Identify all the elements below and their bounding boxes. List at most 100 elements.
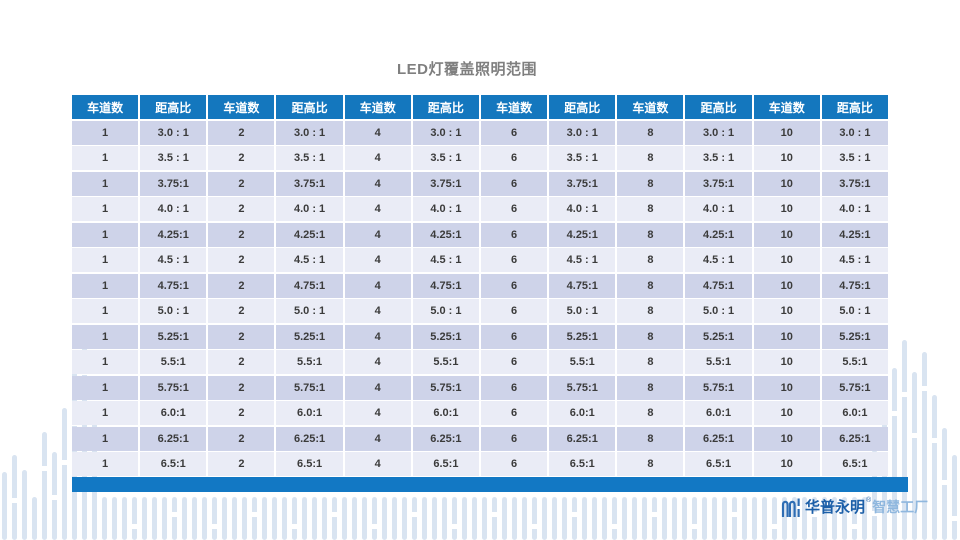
cell-lane-count: 1	[72, 401, 139, 425]
cell-lane-count: 8	[617, 299, 684, 323]
cell-lane-count: 6	[480, 426, 548, 451]
cell-lane-count: 8	[617, 120, 684, 145]
cell-lane-count: 2	[208, 452, 275, 476]
cell-lane-count: 1	[72, 299, 139, 323]
cell-ratio: 6.5:1	[549, 452, 616, 476]
cell-ratio: 6.25:1	[276, 426, 343, 451]
cell-ratio: 5.5:1	[821, 350, 888, 374]
cell-lane-count: 1	[72, 197, 139, 221]
cell-lane-count: 4	[344, 452, 411, 476]
cell-ratio: 3.0 : 1	[276, 120, 343, 145]
cell-ratio: 3.0 : 1	[685, 120, 752, 145]
cell-lane-count: 6	[480, 452, 548, 476]
cell-lane-count: 10	[753, 426, 820, 451]
cell-ratio: 5.25:1	[140, 324, 207, 349]
cell-lane-count: 6	[480, 197, 548, 221]
cell-lane-count: 4	[344, 146, 411, 170]
cell-ratio: 3.5 : 1	[685, 146, 752, 170]
cell-ratio: 6.0:1	[685, 401, 752, 425]
cell-lane-count: 8	[617, 273, 684, 298]
cell-ratio: 6.0:1	[276, 401, 343, 425]
cell-ratio: 6.25:1	[821, 426, 888, 451]
cell-ratio: 5.0 : 1	[412, 299, 479, 323]
cell-ratio: 5.5:1	[549, 350, 616, 374]
cell-ratio: 6.5:1	[276, 452, 343, 476]
header-cell-ratio: 距高比	[412, 95, 479, 119]
cell-lane-count: 2	[208, 324, 275, 349]
header-cell-lane-count: 车道数	[480, 95, 548, 119]
cell-lane-count: 10	[753, 401, 820, 425]
cell-ratio: 4.5 : 1	[276, 248, 343, 272]
table-footer-bar	[72, 477, 908, 492]
cell-ratio: 5.75:1	[685, 375, 752, 400]
cell-lane-count: 1	[72, 375, 139, 400]
cell-lane-count: 6	[480, 120, 548, 145]
cell-lane-count: 10	[753, 350, 820, 374]
brand-logo: 华普永明 ® 智慧工厂	[781, 496, 928, 518]
cell-lane-count: 4	[344, 222, 411, 247]
cell-lane-count: 8	[617, 401, 684, 425]
cell-ratio: 3.0 : 1	[549, 120, 616, 145]
cell-ratio: 5.5:1	[276, 350, 343, 374]
cell-ratio: 3.5 : 1	[140, 146, 207, 170]
cell-lane-count: 8	[617, 426, 684, 451]
cell-ratio: 5.0 : 1	[140, 299, 207, 323]
cell-ratio: 4.5 : 1	[821, 248, 888, 272]
cell-ratio: 6.5:1	[685, 452, 752, 476]
cell-lane-count: 2	[208, 401, 275, 425]
cell-lane-count: 6	[480, 401, 548, 425]
cell-lane-count: 1	[72, 222, 139, 247]
header-cell-lane-count: 车道数	[617, 95, 684, 119]
cell-ratio: 4.25:1	[685, 222, 752, 247]
cell-lane-count: 4	[344, 324, 411, 349]
cell-ratio: 6.5:1	[140, 452, 207, 476]
cell-lane-count: 8	[617, 248, 684, 272]
cell-lane-count: 4	[344, 273, 411, 298]
cell-lane-count: 10	[753, 273, 820, 298]
cell-ratio: 3.5 : 1	[821, 146, 888, 170]
cell-ratio: 4.25:1	[140, 222, 207, 247]
cell-lane-count: 1	[72, 120, 139, 145]
cell-ratio: 4.25:1	[821, 222, 888, 247]
cell-ratio: 5.75:1	[549, 375, 616, 400]
cell-lane-count: 1	[72, 324, 139, 349]
cell-ratio: 6.5:1	[821, 452, 888, 476]
cell-ratio: 4.0 : 1	[412, 197, 479, 221]
cell-ratio: 4.25:1	[549, 222, 616, 247]
brand-suffix: 智慧工厂	[872, 499, 929, 515]
cell-ratio: 4.0 : 1	[685, 197, 752, 221]
cell-lane-count: 10	[753, 248, 820, 272]
cell-ratio: 5.75:1	[412, 375, 479, 400]
cell-ratio: 4.5 : 1	[549, 248, 616, 272]
cell-ratio: 5.0 : 1	[276, 299, 343, 323]
cell-lane-count: 1	[72, 452, 139, 476]
cell-ratio: 6.25:1	[412, 426, 479, 451]
cell-lane-count: 6	[480, 273, 548, 298]
cell-ratio: 4.5 : 1	[685, 248, 752, 272]
header-cell-ratio: 距高比	[549, 95, 616, 119]
cell-ratio: 4.75:1	[685, 273, 752, 298]
cell-ratio: 5.75:1	[276, 375, 343, 400]
cell-lane-count: 8	[617, 350, 684, 374]
cell-lane-count: 1	[72, 273, 139, 298]
cell-lane-count: 6	[480, 146, 548, 170]
cell-lane-count: 2	[208, 375, 275, 400]
cell-lane-count: 4	[344, 171, 411, 196]
cell-ratio: 4.75:1	[549, 273, 616, 298]
cell-ratio: 4.0 : 1	[821, 197, 888, 221]
cell-lane-count: 8	[617, 197, 684, 221]
cell-ratio: 4.25:1	[412, 222, 479, 247]
header-cell-lane-count: 车道数	[208, 95, 275, 119]
header-cell-ratio: 距高比	[276, 95, 343, 119]
cell-lane-count: 1	[72, 426, 139, 451]
cell-lane-count: 6	[480, 375, 548, 400]
header-cell-lane-count: 车道数	[344, 95, 411, 119]
cell-ratio: 4.0 : 1	[140, 197, 207, 221]
cell-ratio: 5.5:1	[412, 350, 479, 374]
header-cell-ratio: 距高比	[821, 95, 888, 119]
cell-ratio: 3.75:1	[276, 171, 343, 196]
cell-ratio: 3.75:1	[140, 171, 207, 196]
cell-lane-count: 8	[617, 146, 684, 170]
cell-lane-count: 2	[208, 426, 275, 451]
